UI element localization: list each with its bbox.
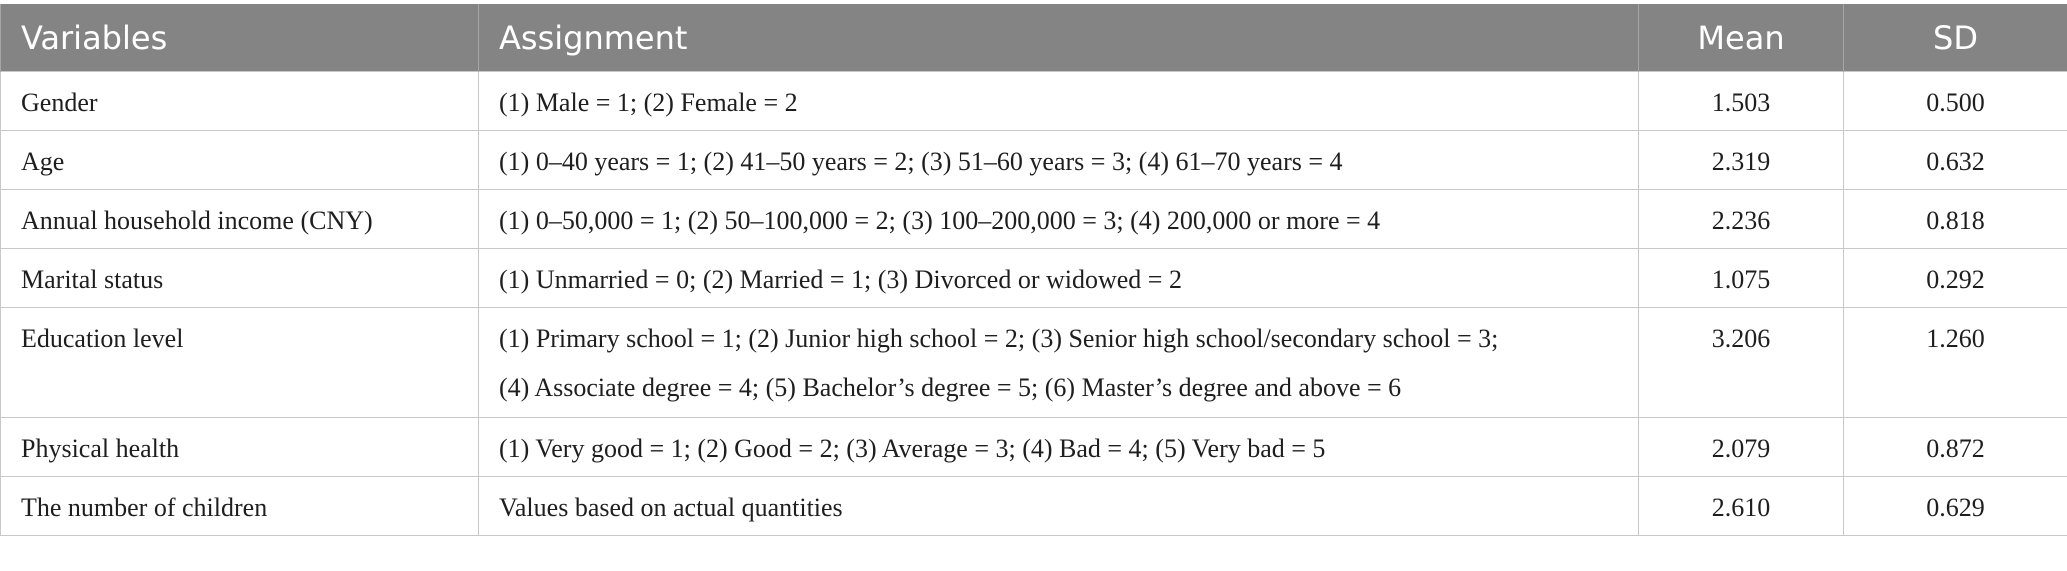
table-row: Annual household income (CNY) (1) 0–50,0… (0, 189, 2067, 249)
cell-sd: 0.292 (1843, 248, 2067, 308)
assignment-line: (4) Associate degree = 4; (5) Bachelor’s… (499, 373, 1402, 402)
cell-sd: 0.500 (1843, 71, 2067, 131)
cell-mean: 2.079 (1638, 417, 1844, 477)
cell-mean: 1.503 (1638, 71, 1844, 131)
cell-assignment: (1) Very good = 1; (2) Good = 2; (3) Ave… (478, 417, 1639, 477)
table-row: Marital status (1) Unmarried = 0; (2) Ma… (0, 248, 2067, 308)
cell-sd: 1.260 (1843, 307, 2067, 418)
header-variables: Variables (0, 4, 479, 72)
cell-assignment: (1) Unmarried = 0; (2) Married = 1; (3) … (478, 248, 1639, 308)
assignment-line: (1) 0–40 years = 1; (2) 41–50 years = 2;… (499, 147, 1343, 176)
table-row: Physical health (1) Very good = 1; (2) G… (0, 417, 2067, 477)
data-table-container: Variables Assignment Mean SD Gender (1) … (0, 4, 2067, 536)
assignment-line: (1) Very good = 1; (2) Good = 2; (3) Ave… (499, 434, 1326, 463)
cell-sd: 0.818 (1843, 189, 2067, 249)
table-header: Variables Assignment Mean SD (0, 4, 2067, 72)
cell-sd: 0.872 (1843, 417, 2067, 477)
cell-sd: 0.632 (1843, 130, 2067, 190)
cell-mean: 2.236 (1638, 189, 1844, 249)
cell-assignment: (1) 0–50,000 = 1; (2) 50–100,000 = 2; (3… (478, 189, 1639, 249)
table-body: Gender (1) Male = 1; (2) Female = 2 1.50… (0, 71, 2067, 536)
cell-variable: Marital status (0, 248, 479, 308)
assignment-line: (1) Unmarried = 0; (2) Married = 1; (3) … (499, 265, 1182, 294)
cell-mean: 2.319 (1638, 130, 1844, 190)
header-assignment: Assignment (478, 4, 1639, 72)
cell-mean: 1.075 (1638, 248, 1844, 308)
cell-assignment: (1) 0–40 years = 1; (2) 41–50 years = 2;… (478, 130, 1639, 190)
cell-mean: 3.206 (1638, 307, 1844, 418)
cell-variable: Education level (0, 307, 479, 418)
header-sd: SD (1843, 4, 2067, 72)
table-row: Education level (1) Primary school = 1; … (0, 307, 2067, 418)
assignment-line: (1) Primary school = 1; (2) Junior high … (499, 324, 1499, 353)
cell-assignment: (1) Primary school = 1; (2) Junior high … (478, 307, 1639, 418)
cell-assignment: (1) Male = 1; (2) Female = 2 (478, 71, 1639, 131)
cell-mean: 2.610 (1638, 476, 1844, 536)
cell-variable: The number of children (0, 476, 479, 536)
table-row: Age (1) 0–40 years = 1; (2) 41–50 years … (0, 130, 2067, 190)
assignment-line: (1) 0–50,000 = 1; (2) 50–100,000 = 2; (3… (499, 206, 1381, 235)
cell-variable: Age (0, 130, 479, 190)
assignment-line: Values based on actual quantities (499, 493, 843, 522)
assignment-line: (1) Male = 1; (2) Female = 2 (499, 88, 798, 117)
cell-variable: Physical health (0, 417, 479, 477)
variables-table: Variables Assignment Mean SD Gender (1) … (0, 4, 2067, 536)
cell-assignment: Values based on actual quantities (478, 476, 1639, 536)
table-row: Gender (1) Male = 1; (2) Female = 2 1.50… (0, 71, 2067, 131)
cell-variable: Annual household income (CNY) (0, 189, 479, 249)
cell-sd: 0.629 (1843, 476, 2067, 536)
header-row: Variables Assignment Mean SD (0, 4, 2067, 72)
table-row: The number of children Values based on a… (0, 476, 2067, 536)
cell-variable: Gender (0, 71, 479, 131)
header-mean: Mean (1638, 4, 1844, 72)
